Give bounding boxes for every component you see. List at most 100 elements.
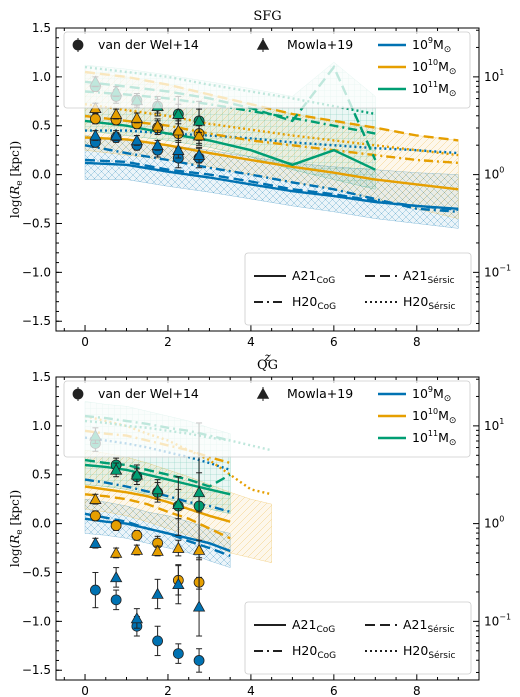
point-marker-triangle — [192, 486, 206, 498]
data-point — [109, 462, 123, 478]
data-point — [172, 141, 185, 159]
legend-style-label: H20Sérsic — [403, 643, 455, 661]
right-tick-label: 10−1 — [484, 612, 511, 628]
data-point — [110, 520, 122, 531]
data-point — [172, 539, 185, 557]
data-point — [130, 543, 144, 556]
data-point — [109, 107, 123, 120]
data-point — [192, 146, 206, 164]
point-marker-triangle — [192, 543, 206, 555]
x-tick-label: 8 — [413, 684, 421, 697]
legend-box — [63, 31, 471, 109]
data-point — [89, 536, 102, 549]
series-line — [84, 478, 231, 514]
point-marker-circle — [110, 594, 122, 606]
series-line — [84, 517, 231, 553]
series-line — [84, 158, 459, 211]
legend-style-label: H20CoG — [292, 294, 336, 312]
x-tick-label: 0 — [81, 684, 89, 697]
legend-mass-label: 109M⊙ — [412, 385, 451, 404]
y-tick-label: 1.0 — [32, 419, 51, 433]
series-line — [84, 458, 231, 488]
legend-style-label: A21Sérsic — [403, 268, 455, 286]
legend-mass-label: 1011M⊙ — [412, 80, 456, 99]
legend-style-label: A21Sérsic — [403, 617, 455, 635]
y-tick-label: −1.5 — [22, 663, 51, 677]
data-point — [130, 608, 144, 629]
right-tick-label: 101 — [484, 417, 504, 433]
band-fill-m9 — [85, 499, 231, 568]
data-point — [89, 492, 102, 505]
data-point — [152, 625, 164, 657]
point-marker-triangle — [109, 463, 123, 475]
point-marker-triangle — [172, 577, 185, 590]
y-tick-label: −1.0 — [22, 265, 51, 279]
series-line — [84, 414, 272, 496]
legend-mowla: Mowla+19 — [287, 37, 353, 52]
point-marker-triangle — [172, 124, 185, 136]
point-marker-circle — [172, 648, 184, 660]
point-marker-circle — [89, 510, 101, 522]
data-point — [172, 488, 185, 520]
point-marker-triangle — [130, 134, 144, 146]
point-marker-circle — [193, 655, 205, 666]
series-line — [84, 512, 231, 558]
legend-mowla: Mowla+19 — [287, 386, 353, 401]
point-marker-triangle — [151, 544, 164, 556]
y-tick-label: 1.5 — [32, 370, 51, 384]
x-tick-label: 2 — [164, 335, 172, 349]
series-line — [84, 114, 459, 165]
point-marker-triangle — [89, 492, 102, 504]
point-marker-triangle — [109, 571, 123, 583]
data-point — [192, 472, 206, 513]
data-point — [109, 567, 123, 588]
point-marker-triangle — [109, 129, 123, 141]
point-marker-triangle — [151, 483, 164, 495]
right-tick-label: 10−1 — [484, 263, 511, 279]
y-tick-label: −0.5 — [22, 565, 51, 579]
style-legend: A21CoG A21Sérsic H20CoG H20Sérsic — [244, 252, 472, 326]
point-marker-circle — [89, 584, 101, 596]
legend-style-label: A21CoG — [292, 268, 335, 286]
data-point — [192, 576, 206, 637]
sfg-panel: SFG 0 2 4 6 8 −1.5 −1.0 −0.5 0.0 0.5 1.0 1.5 10−1 100 1… — [8, 9, 511, 364]
point-marker-triangle — [192, 129, 206, 141]
point-marker-triangle — [172, 541, 185, 553]
legend-triangle-marker — [256, 38, 270, 50]
panel-title: SFG — [253, 9, 281, 24]
x-tick-label: 4 — [247, 335, 255, 349]
data-point — [172, 564, 185, 605]
series-line — [84, 463, 231, 496]
y-axis-label: log(Re [kpc]) — [8, 490, 25, 567]
x-tick-label: 6 — [330, 684, 338, 697]
point-marker-triangle — [130, 543, 144, 555]
point-marker-triangle — [192, 114, 206, 126]
legend-box — [244, 601, 472, 675]
data-point — [130, 134, 144, 146]
qg-panel: QG 0 2 4 6 8 −1.5 −1.0 −0.5 0.0 0.5 1.0 1.5 10−1 100 10… — [8, 358, 511, 697]
y-tick-label: 0.5 — [32, 468, 51, 482]
y-tick-label: −1.0 — [22, 614, 51, 628]
x-tick-label: 8 — [413, 335, 421, 349]
legend-triangle-marker — [256, 387, 270, 399]
style-legend: A21CoG A21Sérsic H20CoG H20Sérsic — [244, 601, 472, 675]
upper-legend: van der Wel+14 Mowla+19 109M⊙ 1010M⊙ 1011M⊙ — [63, 31, 471, 109]
legend-mass-label: 1010M⊙ — [412, 58, 456, 77]
point-marker-triangle — [172, 143, 185, 155]
y-tick-label: −0.5 — [22, 216, 51, 230]
y-tick-label: 1.0 — [32, 70, 51, 84]
legend-vdw: van der Wel+14 — [98, 37, 199, 52]
data-point — [151, 118, 164, 134]
series-line — [84, 161, 459, 210]
y-axis-label: log(Re [kpc]) — [8, 141, 25, 218]
point-marker-triangle — [192, 148, 206, 160]
legend-mass-label: 109M⊙ — [412, 36, 451, 55]
data-point — [151, 544, 164, 557]
legend-circle-marker — [72, 39, 84, 51]
point-marker-triangle — [130, 111, 144, 123]
point-marker-triangle — [151, 587, 164, 599]
point-marker-circle — [152, 635, 164, 647]
data-point — [130, 111, 144, 124]
legend-vdw: van der Wel+14 — [98, 386, 199, 401]
